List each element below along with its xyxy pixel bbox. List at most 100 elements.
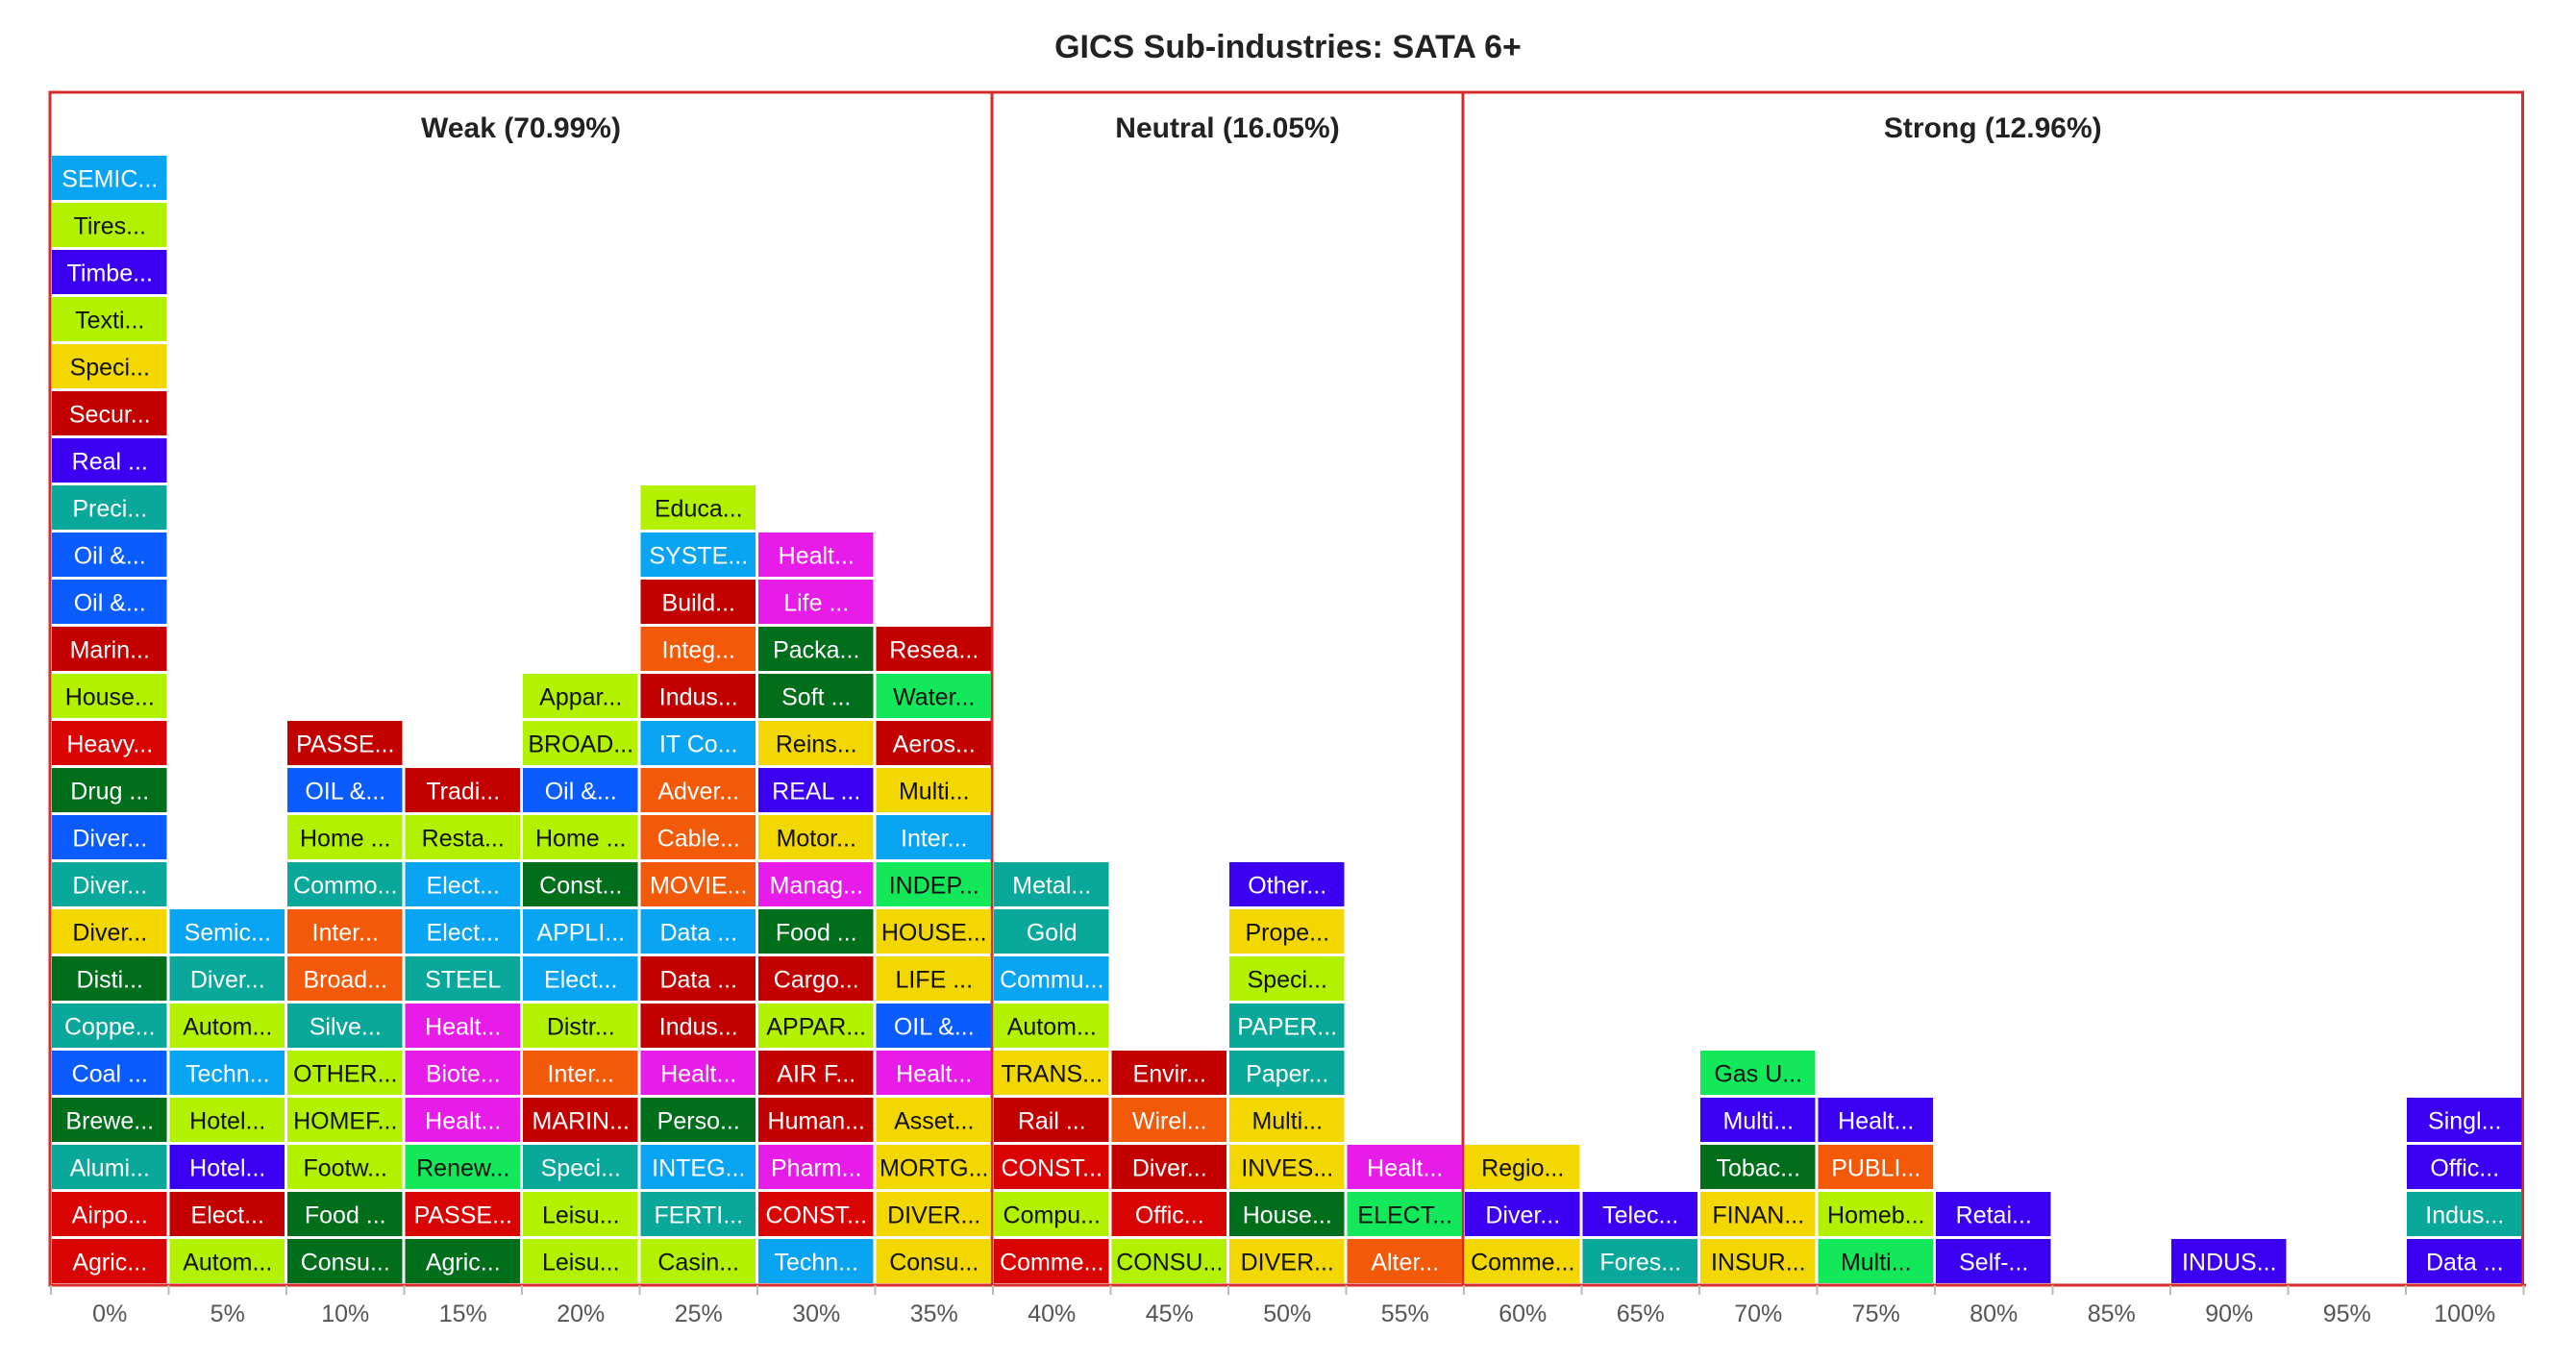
tile-label: Reins... xyxy=(776,731,857,758)
tile xyxy=(640,1145,755,1189)
tile xyxy=(640,627,755,671)
tile-label: Speci... xyxy=(1248,967,1327,994)
tile-label: Fores... xyxy=(1599,1250,1681,1276)
tile xyxy=(1465,1145,1580,1189)
tile-label: Diver... xyxy=(72,920,147,947)
tile xyxy=(52,768,167,812)
tile-label: IT Co... xyxy=(659,731,738,758)
tile xyxy=(1229,1004,1345,1048)
tile-label: Elect... xyxy=(427,873,500,900)
tile-label: PASSE... xyxy=(296,731,394,758)
tile xyxy=(52,862,167,906)
tile-label: Autom... xyxy=(183,1250,272,1276)
tile xyxy=(1229,1239,1345,1283)
tile xyxy=(1229,862,1345,906)
tile xyxy=(758,580,874,624)
tile xyxy=(994,956,1109,1001)
tile xyxy=(994,1004,1109,1048)
tile xyxy=(1347,1145,1462,1189)
x-tick-label: 0% xyxy=(92,1301,127,1327)
x-tick-label: 95% xyxy=(2323,1301,2371,1327)
tile xyxy=(758,956,874,1001)
tile-label: FERTI... xyxy=(654,1202,743,1229)
tile-label: Autom... xyxy=(1007,1014,1097,1041)
tile xyxy=(758,768,874,812)
tile xyxy=(287,1239,403,1283)
tile-label: Agric... xyxy=(72,1250,147,1276)
tile xyxy=(52,627,167,671)
x-axis: 0% 5% 10% 15% 20% 25% 30% 35% 40% 45% 50% 55% 60% 65%… xyxy=(50,1283,2526,1327)
tile xyxy=(876,1145,991,1189)
tile xyxy=(876,1239,991,1283)
tile-label: Healt... xyxy=(425,1014,501,1041)
tile xyxy=(52,1145,167,1189)
tile-label: Data ... xyxy=(659,967,737,994)
tile xyxy=(994,1192,1109,1236)
tile xyxy=(523,862,638,906)
tile xyxy=(52,344,167,388)
tile-label: DIVER... xyxy=(887,1202,980,1229)
tile-label: Alter... xyxy=(1371,1250,1439,1276)
tile-label: Rail ... xyxy=(1018,1108,1086,1135)
tile xyxy=(287,768,403,812)
tile xyxy=(876,1192,991,1236)
tile-label: Wirel... xyxy=(1132,1108,1207,1135)
tile xyxy=(287,862,403,906)
tile xyxy=(405,1004,520,1048)
tile-label: REAL ... xyxy=(772,779,860,805)
x-tick-label: 65% xyxy=(1617,1301,1665,1327)
tile-label: INTEG... xyxy=(652,1155,745,1182)
tile-label: Oil &... xyxy=(545,779,617,805)
tile xyxy=(758,1145,874,1189)
tile-label: PAPER... xyxy=(1237,1014,1337,1041)
tile xyxy=(405,862,520,906)
tile xyxy=(52,1004,167,1048)
cells-layer: Agric... Airpo... Alumi... Brewe... Coal ...… xyxy=(52,156,2522,1283)
zone-label: Strong (12.96%) xyxy=(1884,112,2102,144)
tile-label: Diver... xyxy=(1485,1202,1560,1229)
zone-label: Weak (70.99%) xyxy=(421,112,621,144)
tile-label: Asset... xyxy=(894,1108,974,1135)
tile xyxy=(405,815,520,859)
x-tick-label: 25% xyxy=(675,1301,723,1327)
tile-label: Elect... xyxy=(191,1202,264,1229)
tile xyxy=(169,1192,285,1236)
tile-label: Prope... xyxy=(1245,920,1329,947)
tile xyxy=(758,533,874,577)
tile xyxy=(640,909,755,954)
tile-label: Diver... xyxy=(72,826,147,853)
tile xyxy=(640,815,755,859)
tile xyxy=(876,956,991,1001)
tile xyxy=(758,862,874,906)
tile xyxy=(758,1004,874,1048)
tile-label: House... xyxy=(65,684,155,711)
tile xyxy=(405,768,520,812)
tile-label: Oil &... xyxy=(74,590,146,617)
tile xyxy=(876,1004,991,1048)
tile xyxy=(876,815,991,859)
tile-label: Diver... xyxy=(1132,1155,1207,1182)
tile-label: ELECT... xyxy=(1357,1202,1452,1229)
tile-label: Healt... xyxy=(896,1061,972,1088)
tile xyxy=(640,768,755,812)
tile xyxy=(523,956,638,1001)
tile-label: Home ... xyxy=(300,826,390,853)
tile-label: Tires... xyxy=(74,213,146,240)
tile-label: Appar... xyxy=(539,684,622,711)
tile xyxy=(52,438,167,483)
tile-label: MOVIE... xyxy=(650,873,747,900)
tile-label: Adver... xyxy=(657,779,739,805)
tile xyxy=(1229,909,1345,954)
tile-label: Indus... xyxy=(659,1014,738,1041)
tile-label: Data ... xyxy=(659,920,737,947)
x-tick-label: 15% xyxy=(439,1301,487,1327)
tile xyxy=(1818,1098,1933,1142)
tile-label: FINAN... xyxy=(1712,1202,1804,1229)
tile-label: Distr... xyxy=(547,1014,615,1041)
tile xyxy=(1347,1239,1462,1283)
tile xyxy=(52,1239,167,1283)
tile xyxy=(1465,1192,1580,1236)
tile-label: Multi... xyxy=(1722,1108,1794,1135)
tile-label: Regio... xyxy=(1481,1155,1564,1182)
tile xyxy=(640,485,755,530)
